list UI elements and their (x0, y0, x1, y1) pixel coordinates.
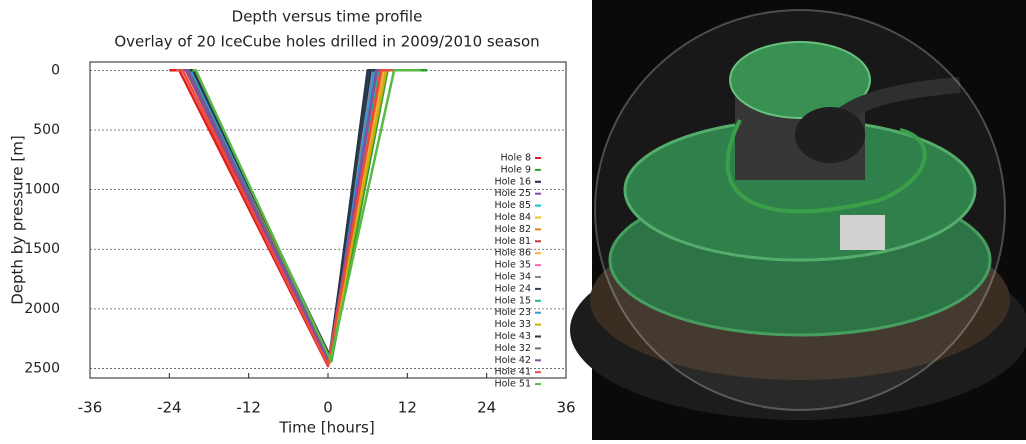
x-tick-label: -36 (78, 399, 103, 417)
chart-subtitle: Overlay of 20 IceCube holes drilled in 2… (114, 33, 539, 51)
top-board (729, 41, 871, 119)
y-axis-label: Depth by pressure [m] (9, 135, 27, 305)
chart-title: Depth versus time profile (232, 8, 423, 26)
legend-label: Hole 8 (500, 153, 531, 164)
legend-label: Hole 25 (494, 188, 531, 199)
x-tick-label: -24 (157, 399, 182, 417)
x-tick-label: 24 (477, 399, 496, 417)
y-tick-label: 1000 (24, 182, 60, 198)
y-tick-label: 0 (51, 62, 60, 78)
glass-dome (594, 9, 1006, 411)
series-line (189, 69, 378, 358)
x-tick-label: 36 (556, 399, 575, 417)
legend-label: Hole 15 (494, 295, 531, 306)
y-tick-label: 500 (33, 122, 60, 138)
legend-label: Hole 23 (494, 307, 531, 318)
x-tick-label: 0 (323, 399, 333, 417)
legend-label: Hole 82 (494, 224, 531, 235)
y-tick-label: 1500 (24, 241, 60, 257)
chip (840, 215, 885, 250)
legend-label: Hole 16 (494, 176, 531, 187)
x-axis-label: Time [hours] (278, 419, 374, 437)
legend-label: Hole 41 (494, 367, 531, 378)
series-line (175, 69, 395, 367)
legend-label: Hole 51 (494, 379, 531, 390)
legend-label: Hole 32 (494, 343, 531, 354)
legend-label: Hole 35 (494, 260, 531, 271)
x-tick-label: 12 (398, 399, 417, 417)
legend-label: Hole 84 (494, 212, 531, 223)
photo (570, 0, 1026, 440)
connector (795, 107, 865, 163)
legend-label: Hole 24 (494, 283, 531, 294)
series-line (192, 69, 421, 362)
legend-label: Hole 81 (494, 236, 531, 247)
legend-label: Hole 42 (494, 355, 531, 366)
x-tick-label: -12 (236, 399, 261, 417)
legend-label: Hole 86 (494, 248, 531, 259)
y-tick-label: 2500 (24, 360, 60, 376)
legend-label: Hole 33 (494, 319, 531, 330)
legend-label: Hole 34 (494, 272, 531, 283)
legend-label: Hole 85 (494, 200, 531, 211)
legend-label: Hole 9 (500, 164, 531, 175)
legend-label: Hole 43 (494, 331, 531, 342)
green-wire (725, 119, 927, 214)
y-tick-label: 2000 (24, 301, 60, 317)
